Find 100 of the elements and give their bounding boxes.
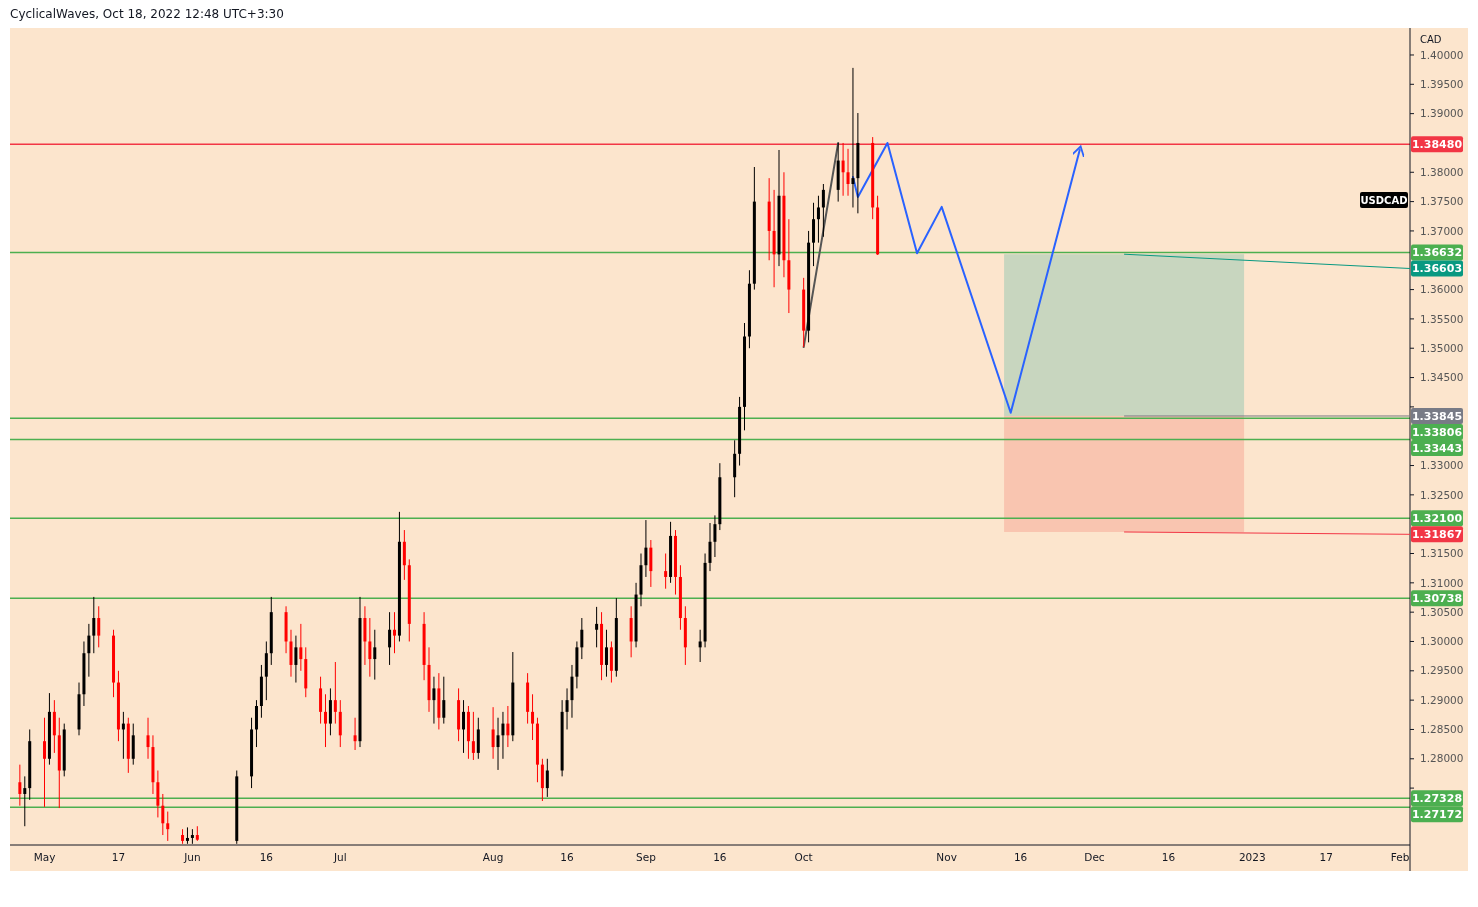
candlestick: [501, 711, 505, 760]
y-tick-label: 1.34500: [1420, 371, 1464, 384]
candlestick: [841, 142, 845, 197]
candlestick: [161, 793, 165, 836]
candlestick: [846, 148, 850, 197]
candlestick: [323, 693, 327, 748]
candlestick: [333, 661, 337, 725]
candlestick: [821, 183, 825, 238]
y-tick-label: 1.32500: [1420, 488, 1464, 501]
candlestick: [368, 617, 372, 678]
candlestick: [432, 676, 436, 725]
x-tick-label: 16: [560, 851, 575, 863]
x-tick-label: 16: [259, 851, 274, 863]
y-axis-title: CAD: [1420, 34, 1442, 45]
candlestick: [491, 706, 495, 760]
y-tick-label: 1.37500: [1420, 195, 1464, 208]
y-tick-label: 1.29500: [1420, 664, 1464, 677]
candlestick: [580, 617, 584, 660]
candlestick: [294, 635, 298, 684]
annotation: 1.33845: [1411, 409, 1463, 423]
y-tick-label: 1.39500: [1420, 77, 1464, 90]
candlestick: [471, 711, 475, 761]
candlestick: [402, 529, 406, 581]
chart-title: CyclicalWaves, Oct 18, 2022 12:48 UTC+3:30: [10, 7, 284, 21]
candlestick: [87, 623, 91, 678]
candlestick: [629, 605, 633, 658]
x-tick-label: Jun: [183, 851, 201, 863]
candlestick: [545, 758, 549, 798]
y-tick-label: 1.28500: [1420, 723, 1464, 736]
candlestick: [644, 519, 648, 578]
y-tick-label: 1.31000: [1420, 576, 1464, 589]
x-tick-label: 16: [713, 851, 727, 863]
candlestick: [609, 640, 613, 684]
candlestick: [708, 522, 712, 572]
candlestick: [363, 605, 367, 666]
candlestick: [254, 699, 258, 748]
candlestick: [289, 629, 293, 678]
ref-line-label: 1.38480: [1411, 137, 1463, 151]
x-tick-label: Nov: [936, 851, 957, 863]
x-tick-label: 2023: [1238, 851, 1266, 863]
candlestick: [698, 629, 702, 663]
candlestick: [565, 687, 569, 730]
candlestick: [531, 693, 535, 741]
y-tick-label: 1.39000: [1420, 107, 1464, 120]
candlestick: [166, 811, 170, 842]
ref-line-label: 1.36632: [1411, 246, 1463, 260]
candlestick: [319, 676, 323, 725]
x-tick-label: 16: [1013, 851, 1028, 863]
candlestick: [264, 640, 268, 701]
ref-line-label: 1.30738: [1411, 592, 1463, 606]
candlestick: [23, 775, 27, 827]
ref-line-label: 1.33443: [1411, 441, 1463, 455]
candlestick: [506, 705, 510, 748]
y-tick-label: 1.30500: [1420, 605, 1464, 618]
x-tick-label: 17: [111, 851, 126, 863]
candlestick: [816, 195, 820, 244]
candlestick: [713, 514, 717, 558]
ref-line-label: 1.27172: [1411, 808, 1463, 822]
y-tick-label: 1.35500: [1420, 312, 1464, 325]
candlestick: [442, 676, 446, 725]
candlestick: [338, 699, 342, 748]
annotation: 1.31867: [1411, 528, 1463, 542]
candlestick: [299, 623, 303, 672]
candlestick: [540, 758, 544, 802]
candlestick: [595, 606, 599, 648]
candlestick: [570, 664, 574, 719]
x-tick-label: Dec: [1084, 851, 1105, 863]
x-tick-label: 17: [1319, 851, 1333, 863]
y-tick-label: 1.35000: [1420, 341, 1464, 354]
candlestick: [649, 539, 653, 588]
candlestick: [97, 605, 101, 648]
candlestick: [131, 723, 135, 766]
candlestick: [43, 717, 47, 808]
y-tick-label: 1.29000: [1420, 693, 1464, 706]
x-tick-label: Jul: [332, 851, 347, 863]
x-tick-label: Feb: [1390, 851, 1410, 863]
y-tick-label: 1.36000: [1420, 283, 1464, 296]
candlestick: [373, 629, 377, 681]
ref-line-label: 1.33806: [1411, 425, 1463, 439]
annotation: USDCAD: [1360, 194, 1408, 206]
candlestick: [18, 764, 22, 807]
ref-line-label: 1.32100: [1411, 512, 1463, 526]
y-tick-label: 1.28000: [1420, 752, 1464, 765]
x-tick-label: Aug: [482, 851, 504, 863]
y-tick-label: 1.30000: [1420, 635, 1464, 648]
x-tick-label: 16: [1161, 851, 1176, 863]
candlestick: [146, 717, 150, 760]
candlestick: [772, 189, 776, 288]
x-tick-label: Sep: [636, 851, 657, 863]
candlestick: [393, 611, 397, 654]
candlestick: [388, 611, 392, 666]
annotation: 1.36603: [1411, 262, 1463, 276]
candlestick: [462, 699, 466, 754]
candlestick: [496, 717, 500, 771]
candlestick: [812, 202, 816, 267]
candlestick: [664, 553, 668, 590]
y-tick-label: 1.37000: [1420, 224, 1464, 237]
y-tick-label: 1.33000: [1420, 459, 1464, 472]
ref-line-label: 1.27328: [1411, 792, 1463, 806]
y-tick-label: 1.40000: [1420, 48, 1464, 61]
